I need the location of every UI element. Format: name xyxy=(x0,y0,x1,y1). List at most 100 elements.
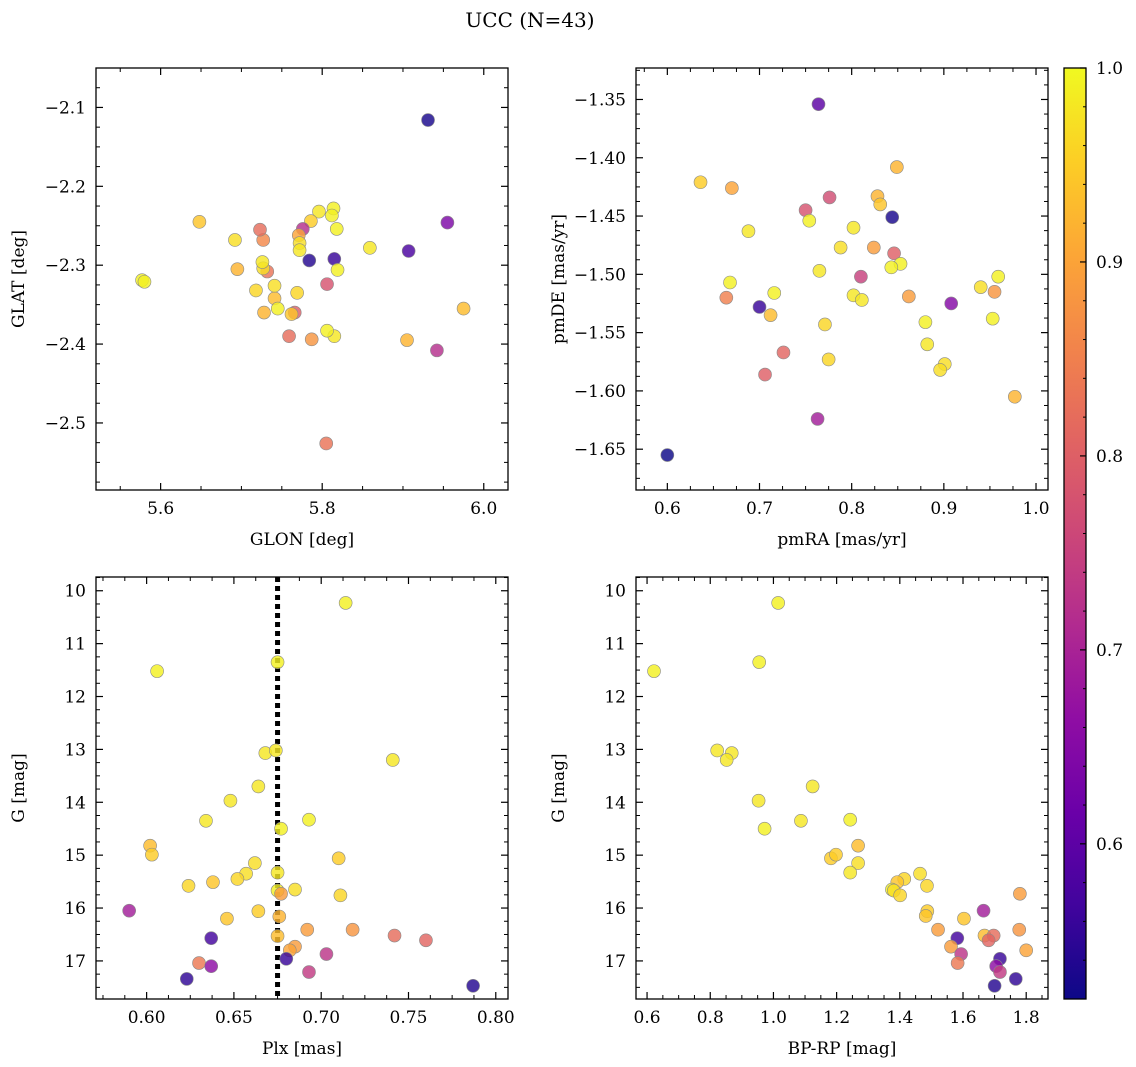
y-axis-label: pmDE [mas/yr] xyxy=(549,214,569,344)
data-point xyxy=(957,911,971,926)
y-tick-label: 17 xyxy=(604,952,626,972)
x-tick-label: 5.8 xyxy=(309,499,336,519)
data-point xyxy=(253,222,267,237)
data-point xyxy=(973,280,988,294)
data-point xyxy=(763,308,778,322)
data-point xyxy=(821,352,836,367)
y-tick-label: 14 xyxy=(604,793,626,813)
x-tick-label: 1.0 xyxy=(760,1008,787,1028)
data-point xyxy=(304,332,319,347)
data-point xyxy=(693,175,708,190)
data-point xyxy=(267,278,282,293)
scatter-points xyxy=(122,596,480,993)
data-point xyxy=(270,929,285,943)
y-tick-label: −1.45 xyxy=(574,207,626,227)
x-tick-label: 0.7 xyxy=(746,499,773,519)
data-point xyxy=(387,928,402,943)
data-point xyxy=(220,911,234,926)
data-point xyxy=(854,269,868,284)
data-point xyxy=(338,596,353,610)
y-tick-label: −2.2 xyxy=(45,177,86,197)
data-point xyxy=(944,296,959,311)
x-tick-label: 0.65 xyxy=(215,1008,253,1028)
data-point xyxy=(920,337,935,352)
data-point xyxy=(758,367,772,382)
scatter-points xyxy=(660,97,1022,462)
y-tick-label: −2.1 xyxy=(45,98,86,118)
data-point xyxy=(866,240,881,255)
x-tick-label: 5.6 xyxy=(147,499,174,519)
data-point xyxy=(288,882,302,897)
x-axis-label: Plx [mas] xyxy=(262,1039,342,1059)
data-point xyxy=(249,283,263,298)
data-point xyxy=(363,241,377,255)
data-point xyxy=(805,779,820,794)
data-point xyxy=(1013,886,1027,901)
data-point xyxy=(192,215,207,229)
data-point xyxy=(282,329,296,343)
data-point xyxy=(274,886,288,901)
data-point xyxy=(419,933,433,948)
data-point xyxy=(248,856,262,870)
data-point xyxy=(987,285,1002,299)
data-point xyxy=(466,978,480,993)
data-point xyxy=(440,215,455,230)
data-point xyxy=(993,965,1007,979)
data-point xyxy=(223,793,238,808)
data-point xyxy=(251,904,266,919)
data-point xyxy=(257,305,271,320)
x-axis-label: BP-RP [mag] xyxy=(788,1039,897,1059)
data-point xyxy=(851,856,865,870)
data-point xyxy=(991,269,1006,284)
x-tick-label: 0.60 xyxy=(128,1008,166,1028)
y-tick-label: 12 xyxy=(604,688,626,708)
data-point xyxy=(181,879,196,893)
data-point xyxy=(320,323,334,338)
data-point xyxy=(312,204,326,219)
data-point xyxy=(855,293,869,307)
data-point xyxy=(300,922,315,937)
data-point xyxy=(302,965,316,979)
data-point xyxy=(920,879,934,893)
data-point xyxy=(913,866,927,881)
y-tick-label: 16 xyxy=(64,899,86,919)
data-point xyxy=(833,240,848,255)
data-point xyxy=(302,253,317,268)
data-point xyxy=(794,813,808,828)
y-tick-label: 13 xyxy=(64,740,86,760)
data-point xyxy=(331,851,346,866)
subplot-bprp-g: 0.6 0.8 1.0 1.2 1.4 1.6 1.8 10 11 12 13 14 15 16 17 BP-… xyxy=(549,576,1049,1059)
data-point xyxy=(771,596,785,610)
data-point xyxy=(843,812,858,827)
data-point xyxy=(887,246,901,261)
y-tick-label: −1.40 xyxy=(574,149,626,169)
y-tick-label: −2.3 xyxy=(45,256,86,276)
data-point xyxy=(710,743,724,758)
data-point xyxy=(270,655,285,669)
data-point xyxy=(204,931,219,945)
data-point xyxy=(230,872,245,886)
data-point xyxy=(192,956,206,970)
data-point xyxy=(873,197,888,212)
y-tick-label: 10 xyxy=(604,582,626,602)
data-point xyxy=(1012,922,1027,937)
y-tick-label: 10 xyxy=(64,582,86,602)
data-point xyxy=(767,286,782,300)
data-point xyxy=(320,277,334,291)
data-point xyxy=(145,847,159,862)
subplot-plx-g: 0.60 0.65 0.70 0.75 0.80 10 11 12 13 14 15 16 17 Plx … xyxy=(9,576,515,1059)
y-tick-label: 15 xyxy=(64,846,86,866)
data-point xyxy=(944,939,958,954)
subplot-glon-glat: 5.6 5.8 6.0 −2.5 −2.4 −2.3 −2.2 −2.1 GLON [deg] G… xyxy=(9,67,509,550)
x-tick-label: 0.6 xyxy=(634,1008,661,1028)
data-point xyxy=(719,290,734,305)
data-point xyxy=(302,812,316,827)
x-axis-label: pmRA [mas/yr] xyxy=(777,530,906,550)
axes-frame xyxy=(95,67,509,491)
data-point xyxy=(270,301,285,316)
data-point xyxy=(776,345,791,360)
data-point xyxy=(330,263,345,277)
x-tick-label: 1.2 xyxy=(823,1008,850,1028)
data-point xyxy=(122,903,136,918)
data-point xyxy=(818,317,832,332)
